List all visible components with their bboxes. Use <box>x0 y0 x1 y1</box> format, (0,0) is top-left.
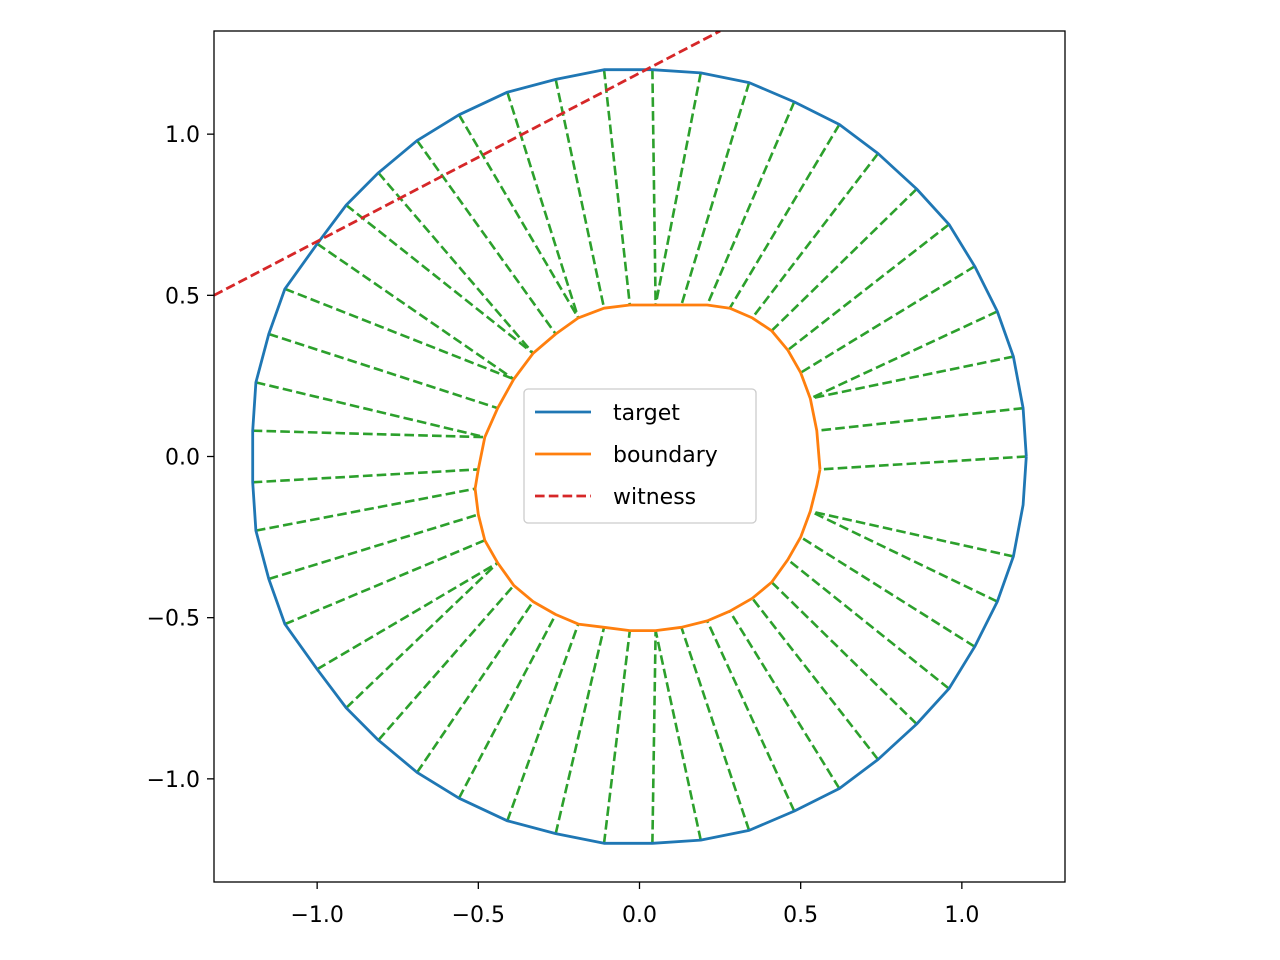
y-tick-label: 0.0 <box>165 446 200 471</box>
connector-line <box>770 188 918 332</box>
connector-line <box>268 513 479 581</box>
connector-line <box>728 610 841 790</box>
connector-line <box>255 381 486 439</box>
connector-line <box>819 455 1027 471</box>
connector-line <box>654 72 703 306</box>
connector-line <box>654 630 703 841</box>
x-tick-label: −0.5 <box>452 903 505 928</box>
connector-line <box>252 468 479 484</box>
connector-line <box>809 310 998 400</box>
connector-line <box>377 171 535 355</box>
axis-ticks: −1.0 −0.5 0.0 0.5 1.0 −1.0 −0.5 0.0 0.5 1.0 <box>147 123 980 928</box>
connector-line <box>457 613 557 799</box>
connector-line <box>810 510 1014 558</box>
connector-line <box>680 82 751 306</box>
connector-line <box>799 535 976 648</box>
connector-line <box>816 406 1024 433</box>
connector-line <box>602 69 632 306</box>
connector-line <box>799 265 976 374</box>
connector-line <box>252 429 485 439</box>
connector-line <box>680 626 751 831</box>
y-tick-label: 1.0 <box>165 123 200 148</box>
connector-line <box>602 630 632 844</box>
legend-label-target: target <box>613 401 680 426</box>
x-tick-label: 1.0 <box>944 903 979 928</box>
connector-line <box>316 242 515 381</box>
connector-line <box>786 223 950 352</box>
connector-line <box>377 584 515 742</box>
connector-line <box>810 355 1014 400</box>
connector-line <box>345 204 534 355</box>
y-tick-label: −0.5 <box>147 607 200 632</box>
connector-lines <box>252 69 1027 844</box>
connector-line <box>457 114 580 319</box>
connector-line <box>786 558 950 690</box>
y-tick-label: 0.5 <box>165 284 200 309</box>
x-tick-label: 0.5 <box>783 903 818 928</box>
series-target-line <box>251 68 1028 845</box>
legend-label-boundary: boundary <box>613 443 718 468</box>
series-lines <box>214 31 1028 845</box>
connector-line <box>554 79 606 309</box>
series-witness-line <box>214 31 721 297</box>
legend-box <box>523 388 757 524</box>
connector-line <box>416 600 535 774</box>
connector-line <box>705 101 796 306</box>
connector-line <box>345 561 499 709</box>
legend: target boundary witness <box>523 388 757 524</box>
connector-line <box>268 332 499 410</box>
x-tick-label: −1.0 <box>290 903 343 928</box>
connector-line <box>728 123 841 309</box>
connector-line <box>255 487 476 532</box>
connector-line <box>809 510 998 603</box>
connector-line <box>554 627 606 834</box>
connector-line <box>284 287 515 381</box>
connector-line <box>284 539 486 626</box>
connector-line <box>651 630 657 844</box>
connector-line <box>651 69 657 306</box>
legend-label-witness: witness <box>613 485 696 510</box>
connector-line <box>770 581 918 725</box>
connector-line <box>751 597 880 761</box>
connector-line <box>706 620 796 812</box>
connector-line <box>416 139 557 335</box>
connector-line <box>316 561 499 671</box>
connector-line <box>751 152 880 319</box>
connector-line <box>506 623 580 822</box>
y-tick-label: −1.0 <box>147 768 200 793</box>
connector-line <box>506 91 580 319</box>
x-tick-label: 0.0 <box>622 903 657 928</box>
series-boundary-line <box>473 303 822 632</box>
